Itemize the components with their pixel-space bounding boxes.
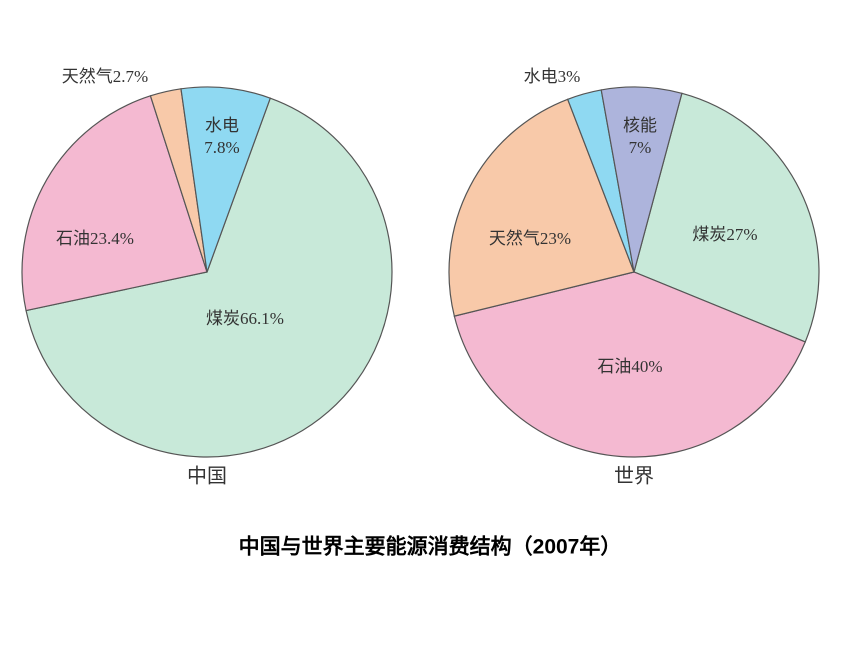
pie-slice xyxy=(180,86,272,273)
slice-value: 3% xyxy=(558,67,581,86)
slice-label: 煤炭27% xyxy=(692,225,757,244)
slice-category: 石油 xyxy=(56,229,90,248)
pie-slice xyxy=(633,92,820,343)
slice-label: 煤炭66.1% xyxy=(206,309,284,328)
pie-slice xyxy=(600,86,683,273)
chart-title: 中国与世界主要能源消费结构（2007年） xyxy=(239,535,622,559)
slice-value: 23.4% xyxy=(90,229,134,248)
slice-category: 煤炭 xyxy=(692,225,726,244)
pie-title: 中国 xyxy=(187,465,227,488)
pie-slice xyxy=(21,95,208,312)
slice-value: 2.7% xyxy=(113,67,148,86)
slice-category: 天然气 xyxy=(489,229,540,248)
pie-slice xyxy=(25,97,393,458)
slice-value: 27% xyxy=(726,225,757,244)
slice-label: 水电3% xyxy=(524,67,581,86)
slice-label: 天然气2.7% xyxy=(62,67,148,86)
slice-category: 水电 xyxy=(205,116,239,135)
slice-label: 核能 7% xyxy=(623,116,657,157)
slice-value: 40% xyxy=(631,357,662,376)
slice-value: 7.8% xyxy=(204,138,239,157)
slice-label: 石油23.4% xyxy=(56,229,134,248)
slice-category: 煤炭 xyxy=(206,309,240,328)
slice-label: 水电 7.8% xyxy=(204,116,239,157)
pie-title: 世界 xyxy=(614,465,654,488)
slice-category: 核能 xyxy=(623,116,657,135)
slice-value: 66.1% xyxy=(240,309,284,328)
slice-value: 23% xyxy=(540,229,571,248)
slice-category: 水电 xyxy=(524,67,558,86)
pie-slice xyxy=(448,98,635,317)
pie-slice xyxy=(453,271,807,458)
slice-category: 天然气 xyxy=(62,67,113,86)
slice-label: 石油40% xyxy=(597,357,662,376)
slice-label: 天然气23% xyxy=(489,229,571,248)
slice-value: 7% xyxy=(629,138,652,157)
slice-category: 石油 xyxy=(597,357,631,376)
